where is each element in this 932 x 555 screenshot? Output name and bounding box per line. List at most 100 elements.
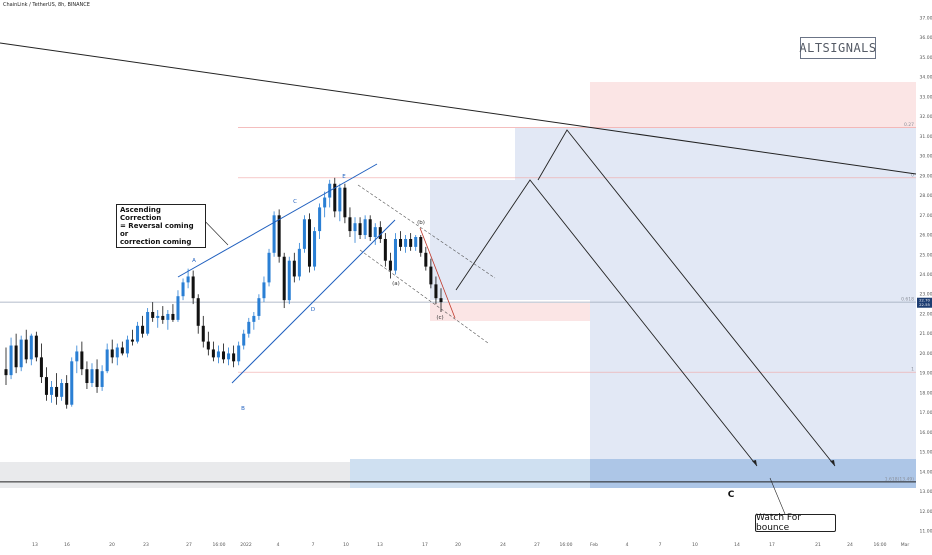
candle-body [282,256,286,301]
candle [95,359,99,393]
candle-body [4,369,8,376]
candle [414,235,418,251]
drawings-layer: A B C D E (a) (b) (c) C [0,42,917,515]
y-tick-label: 29.00 [920,173,932,179]
candle-body [166,313,170,320]
candle-body [247,321,251,334]
callout-line-2: = Reversal coming or [120,222,194,238]
candle [55,373,59,405]
candle-body [186,276,190,283]
candle [211,341,215,362]
candle [383,233,387,267]
candle [368,215,372,241]
y-tick-label: 22.00 [920,311,932,317]
x-tick-label: 27 [534,542,540,548]
y-tick-label: 13.00 [920,489,932,495]
candle [378,221,382,243]
candle-body [272,215,276,253]
candle-body [343,187,347,218]
candle-body [414,237,418,247]
watch-for-bounce-callout: Watch For bounce [755,513,836,533]
candle [272,211,276,257]
candle [176,290,180,322]
candle [206,331,210,356]
x-tick-label: Feb [590,542,598,548]
candle [313,227,317,271]
candle-body [373,227,377,238]
candle-body [399,238,403,247]
candle [146,308,150,336]
candle-body [24,339,28,360]
candle-body [100,371,104,387]
candle [151,302,155,322]
symbol-title: ChainLink / TetherUS, 8h, BINANCE [3,2,90,8]
candle-body [171,313,175,320]
fib-level-0618-label: 0.618 [901,297,914,303]
x-tick-label: 16:00 [874,542,887,548]
y-tick-label: 14.00 [920,469,932,475]
candle [125,335,129,358]
candle-body [277,215,281,257]
candle-body [287,260,291,301]
arrowhead-2 [830,460,835,466]
support-band-strong [590,459,916,488]
y-tick-label: 35.00 [920,55,932,61]
candle [120,341,124,356]
candle-body [75,351,79,362]
candle-body [237,345,241,362]
candle [75,345,79,374]
y-tick-label: 27.00 [920,213,932,219]
candle-body [262,282,266,299]
callout-line-3: correction coming [120,238,192,246]
target-zone-1 [515,128,916,300]
candle [257,294,261,320]
y-tick-label: 21.00 [920,331,932,337]
candle [34,331,38,362]
y-tick-label: 24.00 [920,272,932,278]
candle [307,213,312,273]
candle-body [146,311,150,334]
candle-body [368,219,372,238]
candle [166,310,170,330]
zones-layer [0,82,916,488]
wave-label: (c) [436,315,443,321]
candle [439,288,443,312]
candle [333,177,337,218]
candle [227,347,231,366]
y-tick-label: 18.00 [920,390,932,396]
x-tick-label: 4 [626,542,629,548]
candle-body [44,377,48,395]
candle-body [297,248,301,277]
candle-body [333,183,337,212]
arrowhead-1 [752,460,757,466]
candle [181,278,185,301]
candle [434,276,438,305]
candle-body [161,315,165,320]
candle-body [151,311,155,318]
candle-body [135,325,140,342]
candle [277,209,281,263]
candle [237,341,241,366]
candle [302,215,306,253]
candle [50,381,54,403]
y-tick-label: 16.00 [920,430,932,436]
candle-body [130,339,134,342]
candle-body [292,260,296,277]
candle [409,233,413,251]
candle-body [419,237,423,253]
candle [201,315,205,348]
candle [399,231,403,251]
price-badge [917,297,932,308]
wave-label: A [192,258,196,264]
candle-body [378,227,382,239]
candle [343,183,347,224]
wedge-lower-dashed [359,249,489,344]
candle [247,317,251,338]
candle [44,367,48,401]
wave-label: D [311,307,315,313]
candle [338,183,342,222]
stop-zone-upper [590,82,916,128]
